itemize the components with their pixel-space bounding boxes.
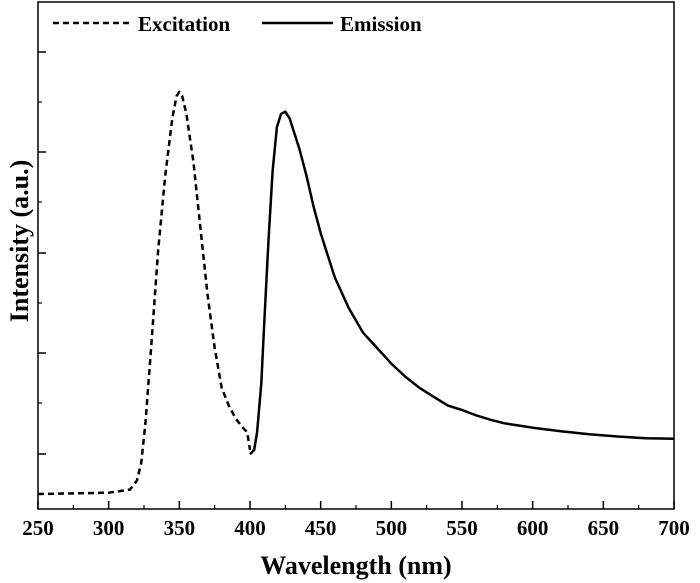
x-tick-label: 700: [658, 516, 690, 540]
legend-label-emission: Emission: [340, 12, 422, 36]
x-axis-title: Wavelength (nm): [260, 551, 451, 580]
x-tick-label: 400: [234, 516, 266, 540]
x-tick-label: 300: [93, 516, 125, 540]
y-axis-title: Intensity (a.u.): [5, 160, 34, 323]
y-axis-ticks: [38, 51, 46, 455]
x-tick-label: 550: [446, 516, 478, 540]
x-axis-ticks: 250 300 350 400 450 500 550 600 650 700: [22, 501, 690, 540]
x-tick-label: 600: [517, 516, 549, 540]
x-tick-label: 650: [588, 516, 620, 540]
legend-label-excitation: Excitation: [138, 12, 230, 36]
series-layer: [37, 90, 675, 496]
legend: Excitation Emission: [53, 12, 422, 36]
series-line-excitation: [37, 90, 252, 496]
series-line-emission: [249, 110, 675, 456]
x-tick-label: 350: [164, 516, 196, 540]
x-tick-label: 450: [305, 516, 337, 540]
x-tick-label: 500: [376, 516, 408, 540]
x-tick-label: 250: [22, 516, 54, 540]
